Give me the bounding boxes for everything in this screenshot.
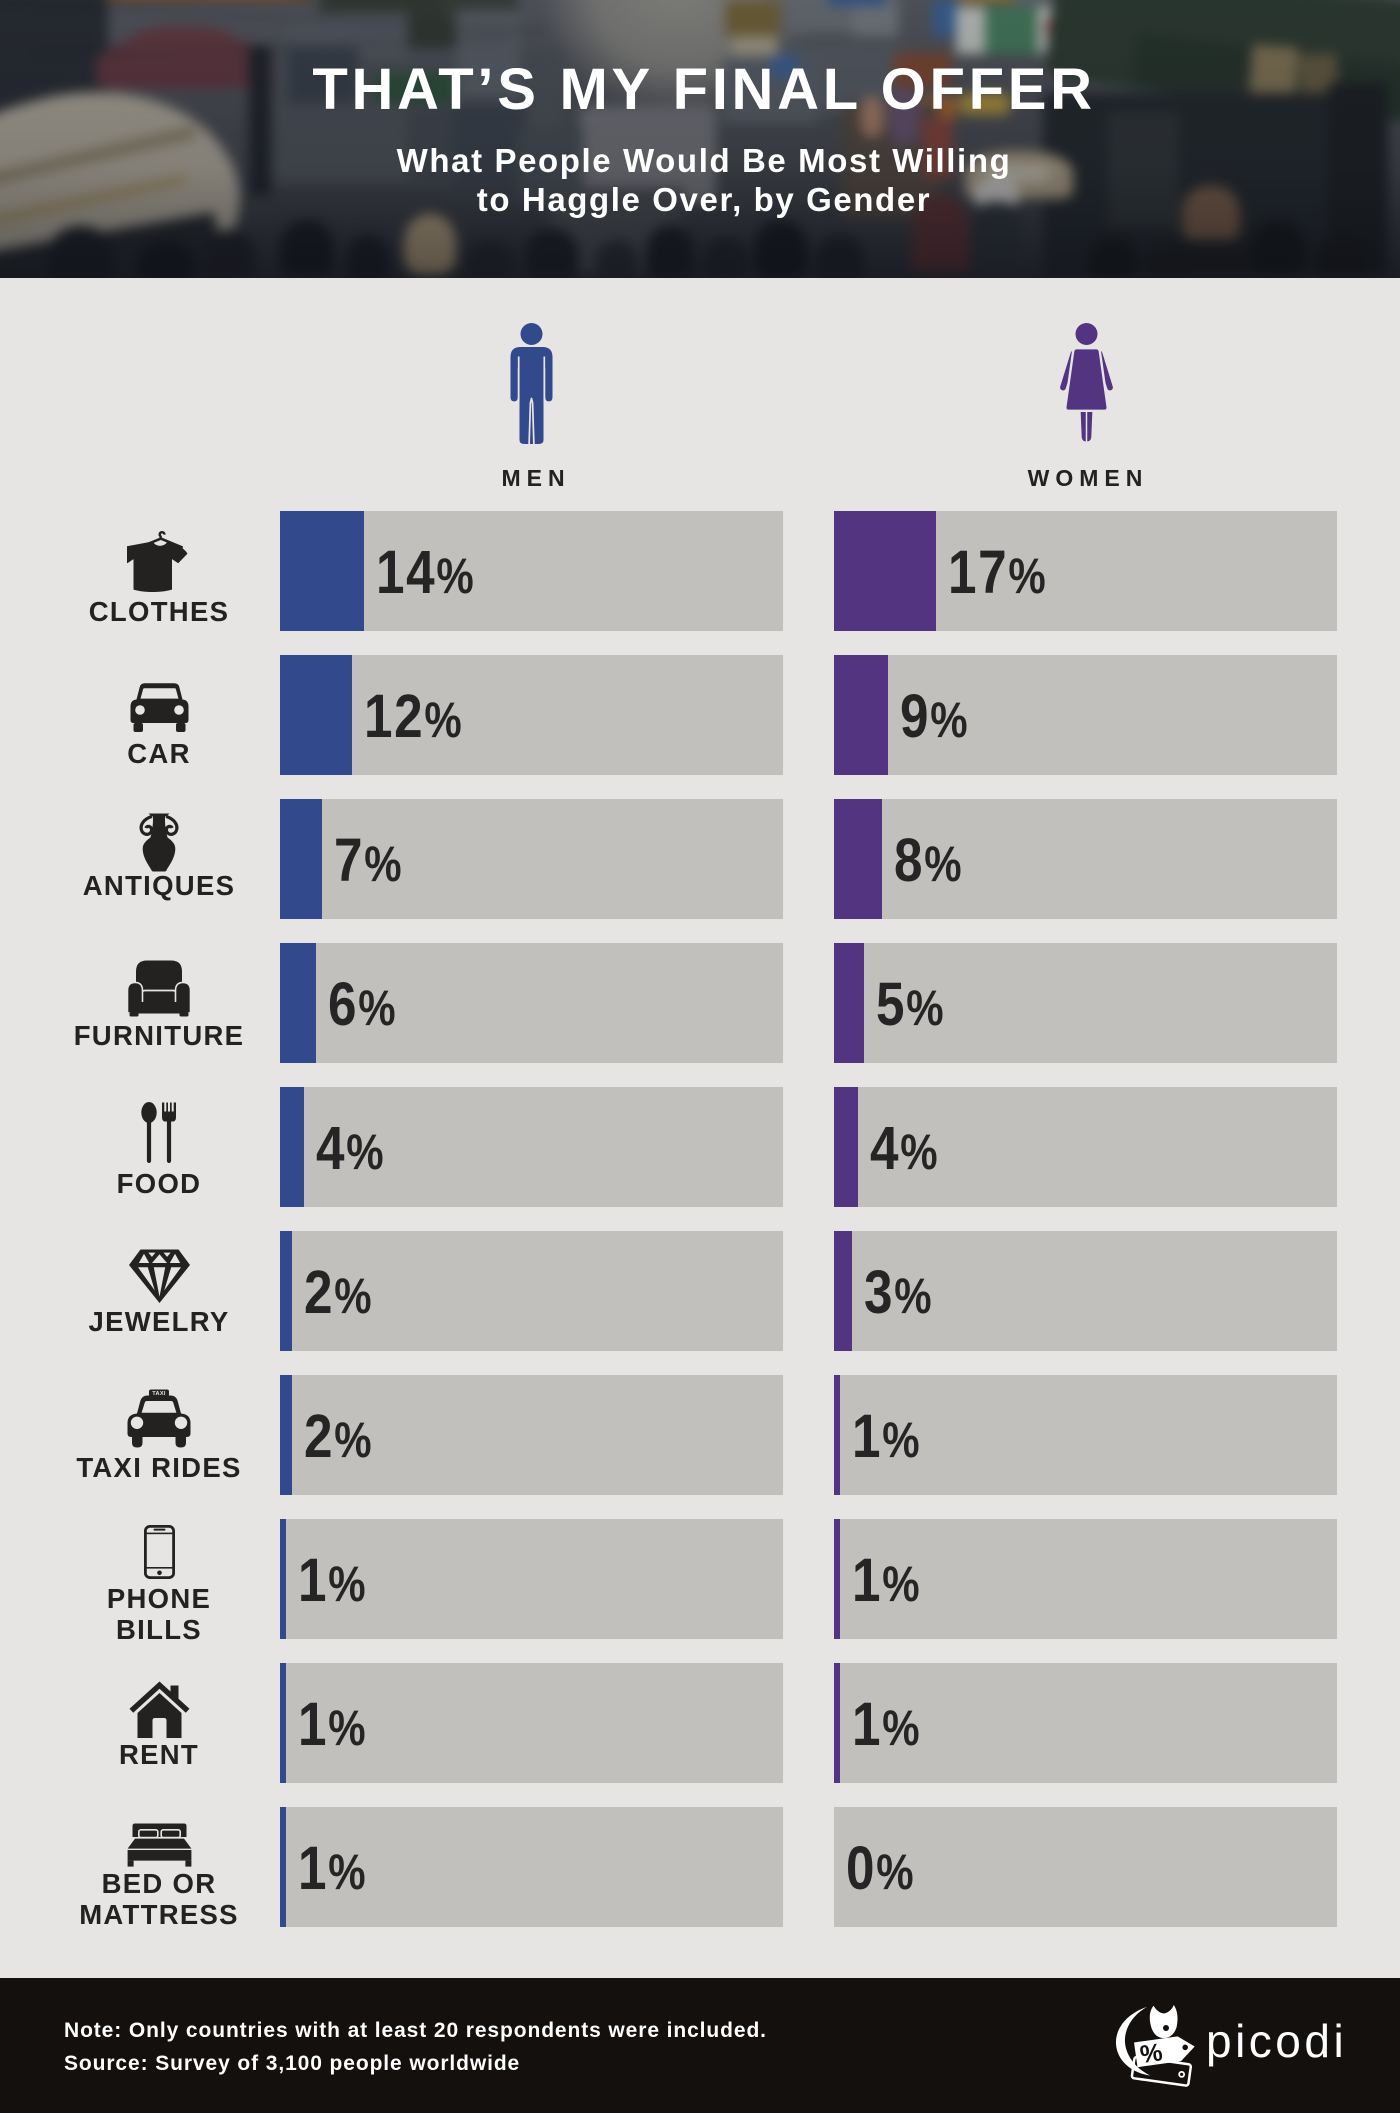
svg-text:TAXI: TAXI [152,1391,166,1397]
svg-text:%: % [1138,2038,1164,2069]
